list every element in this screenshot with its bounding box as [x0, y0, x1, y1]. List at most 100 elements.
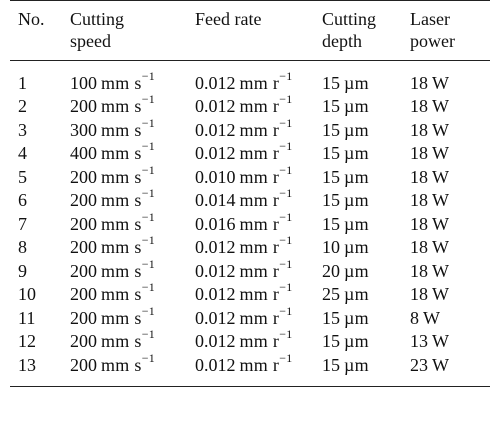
cell-cutting-speed-unit: mm s−1: [101, 258, 155, 281]
cell-feed-rate-unit-text: mm r: [239, 96, 280, 117]
cell-laser-power-unit: W: [432, 284, 449, 304]
header-text-line: power: [410, 31, 455, 51]
cell-cutting-speed-value: 200: [70, 284, 97, 305]
cell-laser-power-unit: W: [423, 308, 440, 328]
cell-cutting-depth-unit-text: µm: [344, 237, 369, 258]
cell-cutting-speed: 200 mm s−1: [70, 93, 195, 119]
cell-cutting-speed-unit-text: mm s: [101, 96, 142, 117]
cell-cutting-depth-unit: µm: [344, 143, 369, 163]
cell-feed-rate-value: 0.014: [195, 190, 236, 211]
header-text-line: Cutting: [322, 9, 377, 29]
cell-laser-power-unit-text: W: [432, 284, 450, 305]
cell-no: 8: [10, 236, 70, 260]
cell-cutting-speed-unit-text: mm s: [101, 166, 142, 187]
cell-laser-power-value: 8: [410, 307, 419, 328]
cell-cutting-speed-unit: mm s−1: [101, 187, 155, 210]
cell-cutting-depth-unit: µm: [344, 120, 369, 140]
cell-laser-power-value: 18: [410, 213, 428, 234]
cell-cutting-speed: 200 mm s−1: [70, 281, 195, 307]
cell-laser-power-value: 18: [410, 190, 428, 211]
cell-feed-rate-unit: mm r−1: [240, 117, 293, 140]
cell-cutting-depth-unit: µm: [344, 167, 369, 187]
cell-cutting-depth: 25 µm: [322, 283, 410, 307]
cell-cutting-depth-unit: µm: [344, 237, 369, 257]
cell-cutting-speed-unit-exponent: −1: [141, 233, 156, 248]
cell-no-value: 12: [18, 331, 36, 352]
cell-feed-rate: 0.016 mm r−1: [195, 209, 322, 236]
cell-feed-rate-unit: mm r−1: [240, 328, 293, 351]
cell-feed-rate: 0.010 mm r−1: [195, 164, 322, 189]
cell-laser-power-unit: W: [432, 143, 449, 163]
cell-cutting-depth: 15 µm: [322, 330, 410, 354]
cell-feed-rate-unit: mm r−1: [240, 352, 293, 375]
cell-cutting-speed-value: 400: [70, 143, 97, 164]
cell-cutting-speed: 200 mm s−1: [70, 233, 195, 260]
cell-feed-rate-value: 0.012: [195, 96, 236, 117]
cell-cutting-depth: 15 µm: [322, 353, 410, 386]
cell-cutting-depth-unit: µm: [344, 190, 369, 210]
cell-cutting-speed-unit-text: mm s: [101, 307, 142, 328]
table-row: 2 200 mm s−1 0.012 mm r−1 15 µm 18 W: [10, 93, 490, 119]
cell-no-value: 11: [18, 307, 36, 328]
cell-feed-rate-unit-exponent: −1: [279, 115, 293, 130]
cell-laser-power-value: 18: [410, 119, 428, 140]
cell-feed-rate-value: 0.016: [195, 213, 236, 234]
cell-cutting-depth-value: 15: [322, 190, 340, 211]
cell-feed-rate-unit: mm r−1: [239, 70, 293, 93]
cell-cutting-speed-unit: mm s−1: [101, 305, 155, 328]
cell-feed-rate-value: 0.012: [195, 237, 236, 258]
cutting-parameters-table: No. Cutting speed Feed rate Cutting depth Lase…: [10, 0, 490, 387]
cell-laser-power-unit: W: [432, 355, 449, 375]
cell-no: 10: [10, 283, 70, 307]
cell-laser-power-unit: W: [432, 73, 449, 93]
cell-cutting-speed-unit: mm s−1: [101, 93, 155, 117]
cell-feed-rate-unit-text: mm r: [239, 237, 280, 258]
cell-feed-rate: 0.014 mm r−1: [195, 187, 322, 213]
cell-feed-rate-unit-text: mm r: [239, 72, 280, 93]
table-row: 11 200 mm s−1 0.012 mm r−1 15 µm 8 W: [10, 305, 490, 330]
cell-cutting-speed-unit: mm s−1: [101, 117, 155, 140]
cell-cutting-depth-unit-text: µm: [344, 96, 369, 117]
cell-cutting-depth-value: 20: [322, 260, 340, 281]
cell-cutting-speed-value: 300: [70, 119, 97, 140]
cell-laser-power: 18 W: [410, 189, 490, 213]
cell-cutting-speed-value: 200: [70, 96, 97, 117]
table-row: 5 200 mm s−1 0.010 mm r−1 15 µm 18 W: [10, 164, 490, 189]
cell-cutting-speed-unit: mm s−1: [101, 328, 155, 352]
cell-no-value: 10: [18, 284, 36, 305]
cell-cutting-speed: 200 mm s−1: [70, 305, 195, 330]
cell-cutting-speed-unit-exponent: −1: [141, 256, 156, 271]
cell-cutting-depth: 15 µm: [322, 118, 410, 142]
cell-feed-rate-unit-exponent: −1: [279, 68, 293, 83]
cell-laser-power-value: 18: [410, 284, 428, 305]
cell-cutting-speed-unit-text: mm s: [101, 260, 142, 281]
cell-laser-power-unit: W: [432, 261, 449, 281]
cell-feed-rate-value: 0.012: [195, 260, 236, 281]
cell-feed-rate: 0.012 mm r−1: [195, 93, 322, 119]
cell-laser-power-unit: W: [432, 214, 449, 234]
cell-cutting-speed: 200 mm s−1: [70, 187, 195, 213]
cell-laser-power-unit: W: [432, 190, 449, 210]
cell-cutting-speed-unit-text: mm s: [101, 213, 142, 234]
cell-feed-rate-unit: mm r−1: [240, 140, 293, 163]
cell-no: 12: [10, 330, 70, 354]
cell-cutting-depth-value: 15: [322, 213, 340, 234]
cell-cutting-speed-unit-exponent: −1: [141, 350, 156, 365]
cell-laser-power: 18 W: [410, 142, 490, 166]
cell-cutting-speed-value: 200: [70, 331, 97, 352]
cell-cutting-speed-unit: mm s−1: [101, 211, 155, 234]
table-row: 7 200 mm s−1 0.016 mm r−1 15 µm 18 W: [10, 209, 490, 236]
cell-feed-rate-unit-exponent: −1: [279, 209, 293, 224]
cell-feed-rate-unit-exponent: −1: [279, 280, 293, 295]
cell-cutting-speed: 200 mm s−1: [70, 328, 195, 354]
cell-cutting-speed-unit-text: mm s: [101, 284, 142, 305]
cell-cutting-speed-unit: mm s−1: [101, 281, 155, 305]
header-cutting-depth: Cutting depth: [322, 1, 410, 61]
cell-feed-rate-unit: mm r−1: [240, 164, 293, 187]
cell-cutting-depth-value: 15: [322, 143, 340, 164]
cell-feed-rate-unit: mm r−1: [240, 305, 293, 328]
cell-cutting-speed-unit-exponent: −1: [141, 139, 156, 154]
cell-cutting-speed-unit-text: mm s: [101, 331, 142, 352]
cell-cutting-depth: 15 µm: [322, 95, 410, 119]
